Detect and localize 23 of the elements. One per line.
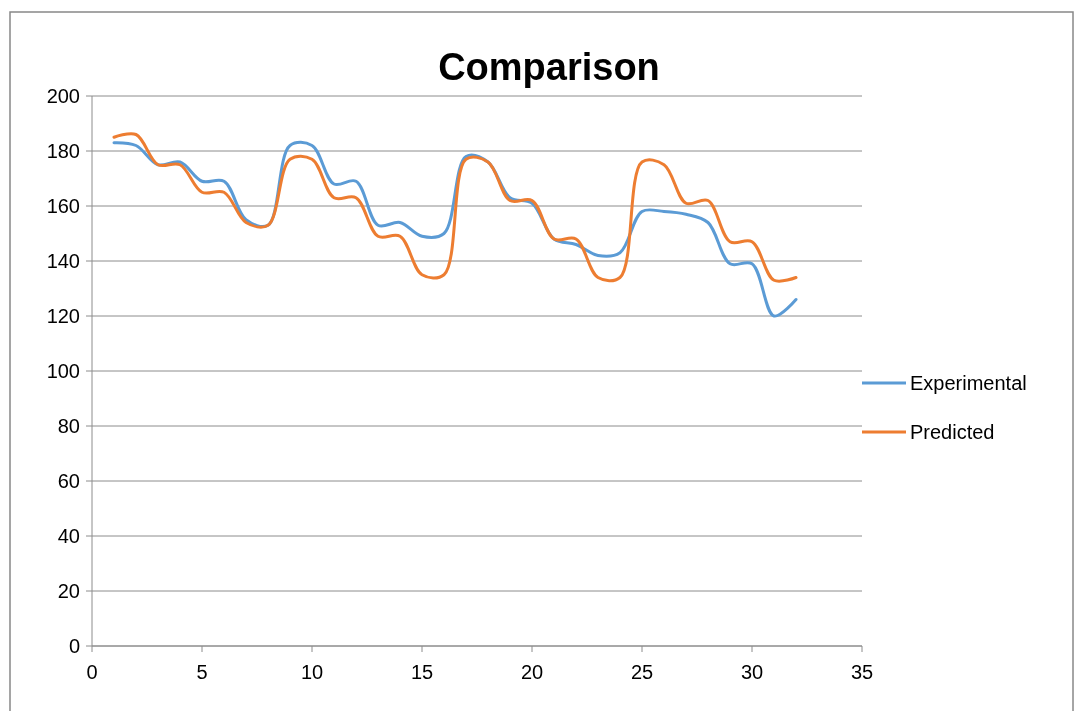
x-tick-label: 30	[740, 661, 764, 683]
x-tick-label: 0	[86, 661, 98, 683]
legend-label: Predicted	[910, 421, 995, 443]
y-tick-label: 140	[46, 250, 80, 272]
y-tick-label: 80	[57, 415, 80, 437]
y-tick-label: 20	[57, 580, 80, 602]
x-tick-label: 20	[520, 661, 544, 683]
x-tick-label: 5	[196, 661, 208, 683]
chart-title: Comparison	[438, 46, 660, 88]
y-tick-label: 0	[68, 635, 80, 657]
y-tick-label: 200	[46, 85, 80, 107]
x-tick-label: 10	[300, 661, 324, 683]
y-tick-label: 180	[46, 140, 80, 162]
y-tick-label: 40	[57, 525, 80, 547]
x-tick-label: 15	[410, 661, 434, 683]
x-tick-label: 25	[630, 661, 654, 683]
y-tick-label: 60	[57, 470, 80, 492]
y-tick-label: 100	[46, 360, 80, 382]
x-tick-label: 35	[850, 661, 874, 683]
legend-label: Experimental	[910, 372, 1027, 394]
line-series	[112, 132, 798, 283]
y-tick-label: 160	[46, 195, 80, 217]
y-tick-label: 120	[46, 305, 80, 327]
